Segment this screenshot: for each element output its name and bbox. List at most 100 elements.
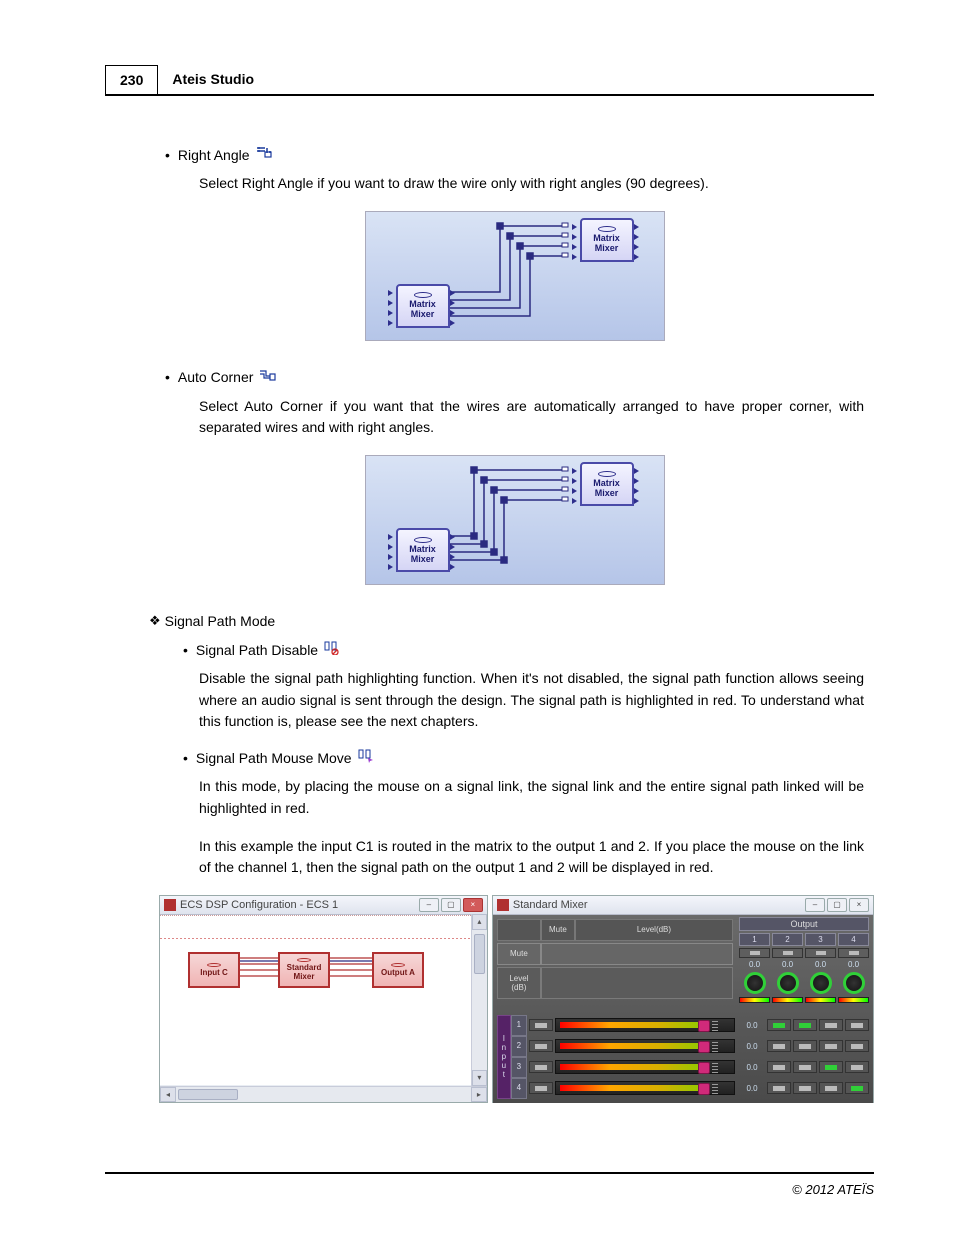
input-level-value: 0.0 xyxy=(739,1021,765,1030)
input-block: Input 1 0.0 2 0.0 3 0.0 4 0.0 xyxy=(497,1015,869,1099)
minimize-button[interactable]: – xyxy=(419,898,439,912)
mixer-window-title: Standard Mixer xyxy=(513,899,588,911)
dsp-block-mixer[interactable]: Standard Mixer xyxy=(278,952,330,988)
block-label: Mixer xyxy=(411,554,435,564)
output-knob[interactable] xyxy=(777,972,799,994)
route-switch[interactable] xyxy=(819,1040,843,1052)
route-switch[interactable] xyxy=(819,1061,843,1073)
right-angle-label: Right Angle xyxy=(178,147,250,163)
output-num: 3 xyxy=(805,933,836,946)
matrix-mixer-block: Matrix Mixer xyxy=(396,284,450,328)
mixer-mute-row: Mute xyxy=(497,943,733,965)
route-switch[interactable] xyxy=(767,1040,791,1052)
route-switch[interactable] xyxy=(845,1040,869,1052)
signal-disable-desc: Disable the signal path highlighting fun… xyxy=(199,668,864,733)
mixer-header-row: Mute Level(dB) xyxy=(497,919,733,941)
header-empty xyxy=(497,919,541,941)
route-switch[interactable] xyxy=(845,1061,869,1073)
signal-path-disable-item: • Signal Path Disable xyxy=(183,641,864,658)
close-button[interactable]: × xyxy=(849,898,869,912)
input-number: 3 xyxy=(511,1057,527,1078)
input-number: 2 xyxy=(511,1036,527,1057)
window-titlebar: Standard Mixer – ▢ × xyxy=(493,896,873,915)
output-meter xyxy=(805,997,836,1003)
output-switch[interactable] xyxy=(739,948,770,958)
diagram-right-angle: Matrix Mixer Matrix Mixer xyxy=(165,211,864,341)
output-switch[interactable] xyxy=(805,948,836,958)
block-label: Input C xyxy=(200,968,228,977)
copyright: © 2012 ATEÏS xyxy=(792,1182,874,1197)
close-button[interactable]: × xyxy=(463,898,483,912)
maximize-button[interactable]: ▢ xyxy=(827,898,847,912)
minimize-button[interactable]: – xyxy=(805,898,825,912)
mixer-level-row: Level(dB) xyxy=(497,967,733,999)
screenshots-row: ECS DSP Configuration - ECS 1 – ▢ × xyxy=(159,895,874,1103)
output-switch[interactable] xyxy=(838,948,869,958)
level-row-area xyxy=(541,967,733,999)
dsp-block-output[interactable]: Output A xyxy=(372,952,424,988)
input-row: 2 0.0 xyxy=(511,1036,869,1057)
output-num: 4 xyxy=(838,933,869,946)
signal-mouse-desc2: In this example the input C1 is routed i… xyxy=(199,836,864,879)
route-switch[interactable] xyxy=(845,1082,869,1094)
route-switch[interactable] xyxy=(793,1082,817,1094)
input-row: 3 0.0 xyxy=(511,1057,869,1078)
output-meter xyxy=(838,997,869,1003)
input-mute-switch[interactable] xyxy=(529,1019,553,1031)
output-meter xyxy=(772,997,803,1003)
route-switch[interactable] xyxy=(819,1019,843,1031)
matrix-mixer-block: Matrix Mixer xyxy=(580,218,634,262)
header-level: Level(dB) xyxy=(575,919,733,941)
route-switch[interactable] xyxy=(793,1019,817,1031)
page-title: Ateis Studio xyxy=(158,65,268,94)
horizontal-scrollbar[interactable]: ◂ ▸ xyxy=(160,1086,487,1102)
output-knob[interactable] xyxy=(744,972,766,994)
route-switch[interactable] xyxy=(767,1019,791,1031)
output-knob[interactable] xyxy=(810,972,832,994)
input-vertical-label: Input xyxy=(497,1015,511,1099)
output-column: 4 0.0 xyxy=(838,933,869,1003)
input-level-value: 0.0 xyxy=(739,1042,765,1051)
output-num: 1 xyxy=(739,933,770,946)
output-value: 0.0 xyxy=(772,960,803,969)
input-level-slider[interactable] xyxy=(555,1060,735,1074)
signal-disable-icon xyxy=(324,641,340,658)
input-level-slider[interactable] xyxy=(555,1081,735,1095)
level-row-label: Level(dB) xyxy=(497,967,541,999)
output-num: 2 xyxy=(772,933,803,946)
diagram-auto-corner: Matrix Mixer Matrix Mixer xyxy=(165,455,864,585)
input-mute-switch[interactable] xyxy=(529,1082,553,1094)
output-panel: Output 1 0.0 2 0.0 3 0.0 4 0.0 xyxy=(739,917,869,1012)
input-number: 1 xyxy=(511,1015,527,1036)
route-switch[interactable] xyxy=(793,1040,817,1052)
app-logo-icon xyxy=(497,899,509,911)
maximize-button[interactable]: ▢ xyxy=(441,898,461,912)
output-knob[interactable] xyxy=(843,972,865,994)
output-column: 2 0.0 xyxy=(772,933,803,1003)
route-switch[interactable] xyxy=(767,1082,791,1094)
mute-row-label: Mute xyxy=(497,943,541,965)
input-mute-switch[interactable] xyxy=(529,1040,553,1052)
dsp-canvas[interactable]: Input C Standard Mixer Output A xyxy=(160,915,487,1085)
signal-mouse-desc: In this mode, by placing the mouse on a … xyxy=(199,776,864,819)
input-mute-switch[interactable] xyxy=(529,1061,553,1073)
bullet-icon: • xyxy=(183,750,188,766)
output-switch[interactable] xyxy=(772,948,803,958)
input-level-slider[interactable] xyxy=(555,1018,735,1032)
block-label: Mixer xyxy=(411,309,435,319)
signal-mouse-label: Signal Path Mouse Move xyxy=(196,750,352,766)
dsp-block-input[interactable]: Input C xyxy=(188,952,240,988)
input-level-slider[interactable] xyxy=(555,1039,735,1053)
auto-corner-icon xyxy=(259,369,277,386)
page-number: 230 xyxy=(105,65,158,94)
right-angle-item: • Right Angle xyxy=(165,146,864,163)
route-switch[interactable] xyxy=(767,1061,791,1073)
input-number: 4 xyxy=(511,1078,527,1099)
vertical-scrollbar[interactable]: ▴ ▾ xyxy=(471,914,487,1086)
route-switch[interactable] xyxy=(845,1019,869,1031)
route-switch[interactable] xyxy=(819,1082,843,1094)
right-angle-description: Select Right Angle if you want to draw t… xyxy=(199,173,864,195)
block-label: Matrix xyxy=(409,299,436,309)
route-switch[interactable] xyxy=(793,1061,817,1073)
block-label: Mixer xyxy=(595,488,619,498)
